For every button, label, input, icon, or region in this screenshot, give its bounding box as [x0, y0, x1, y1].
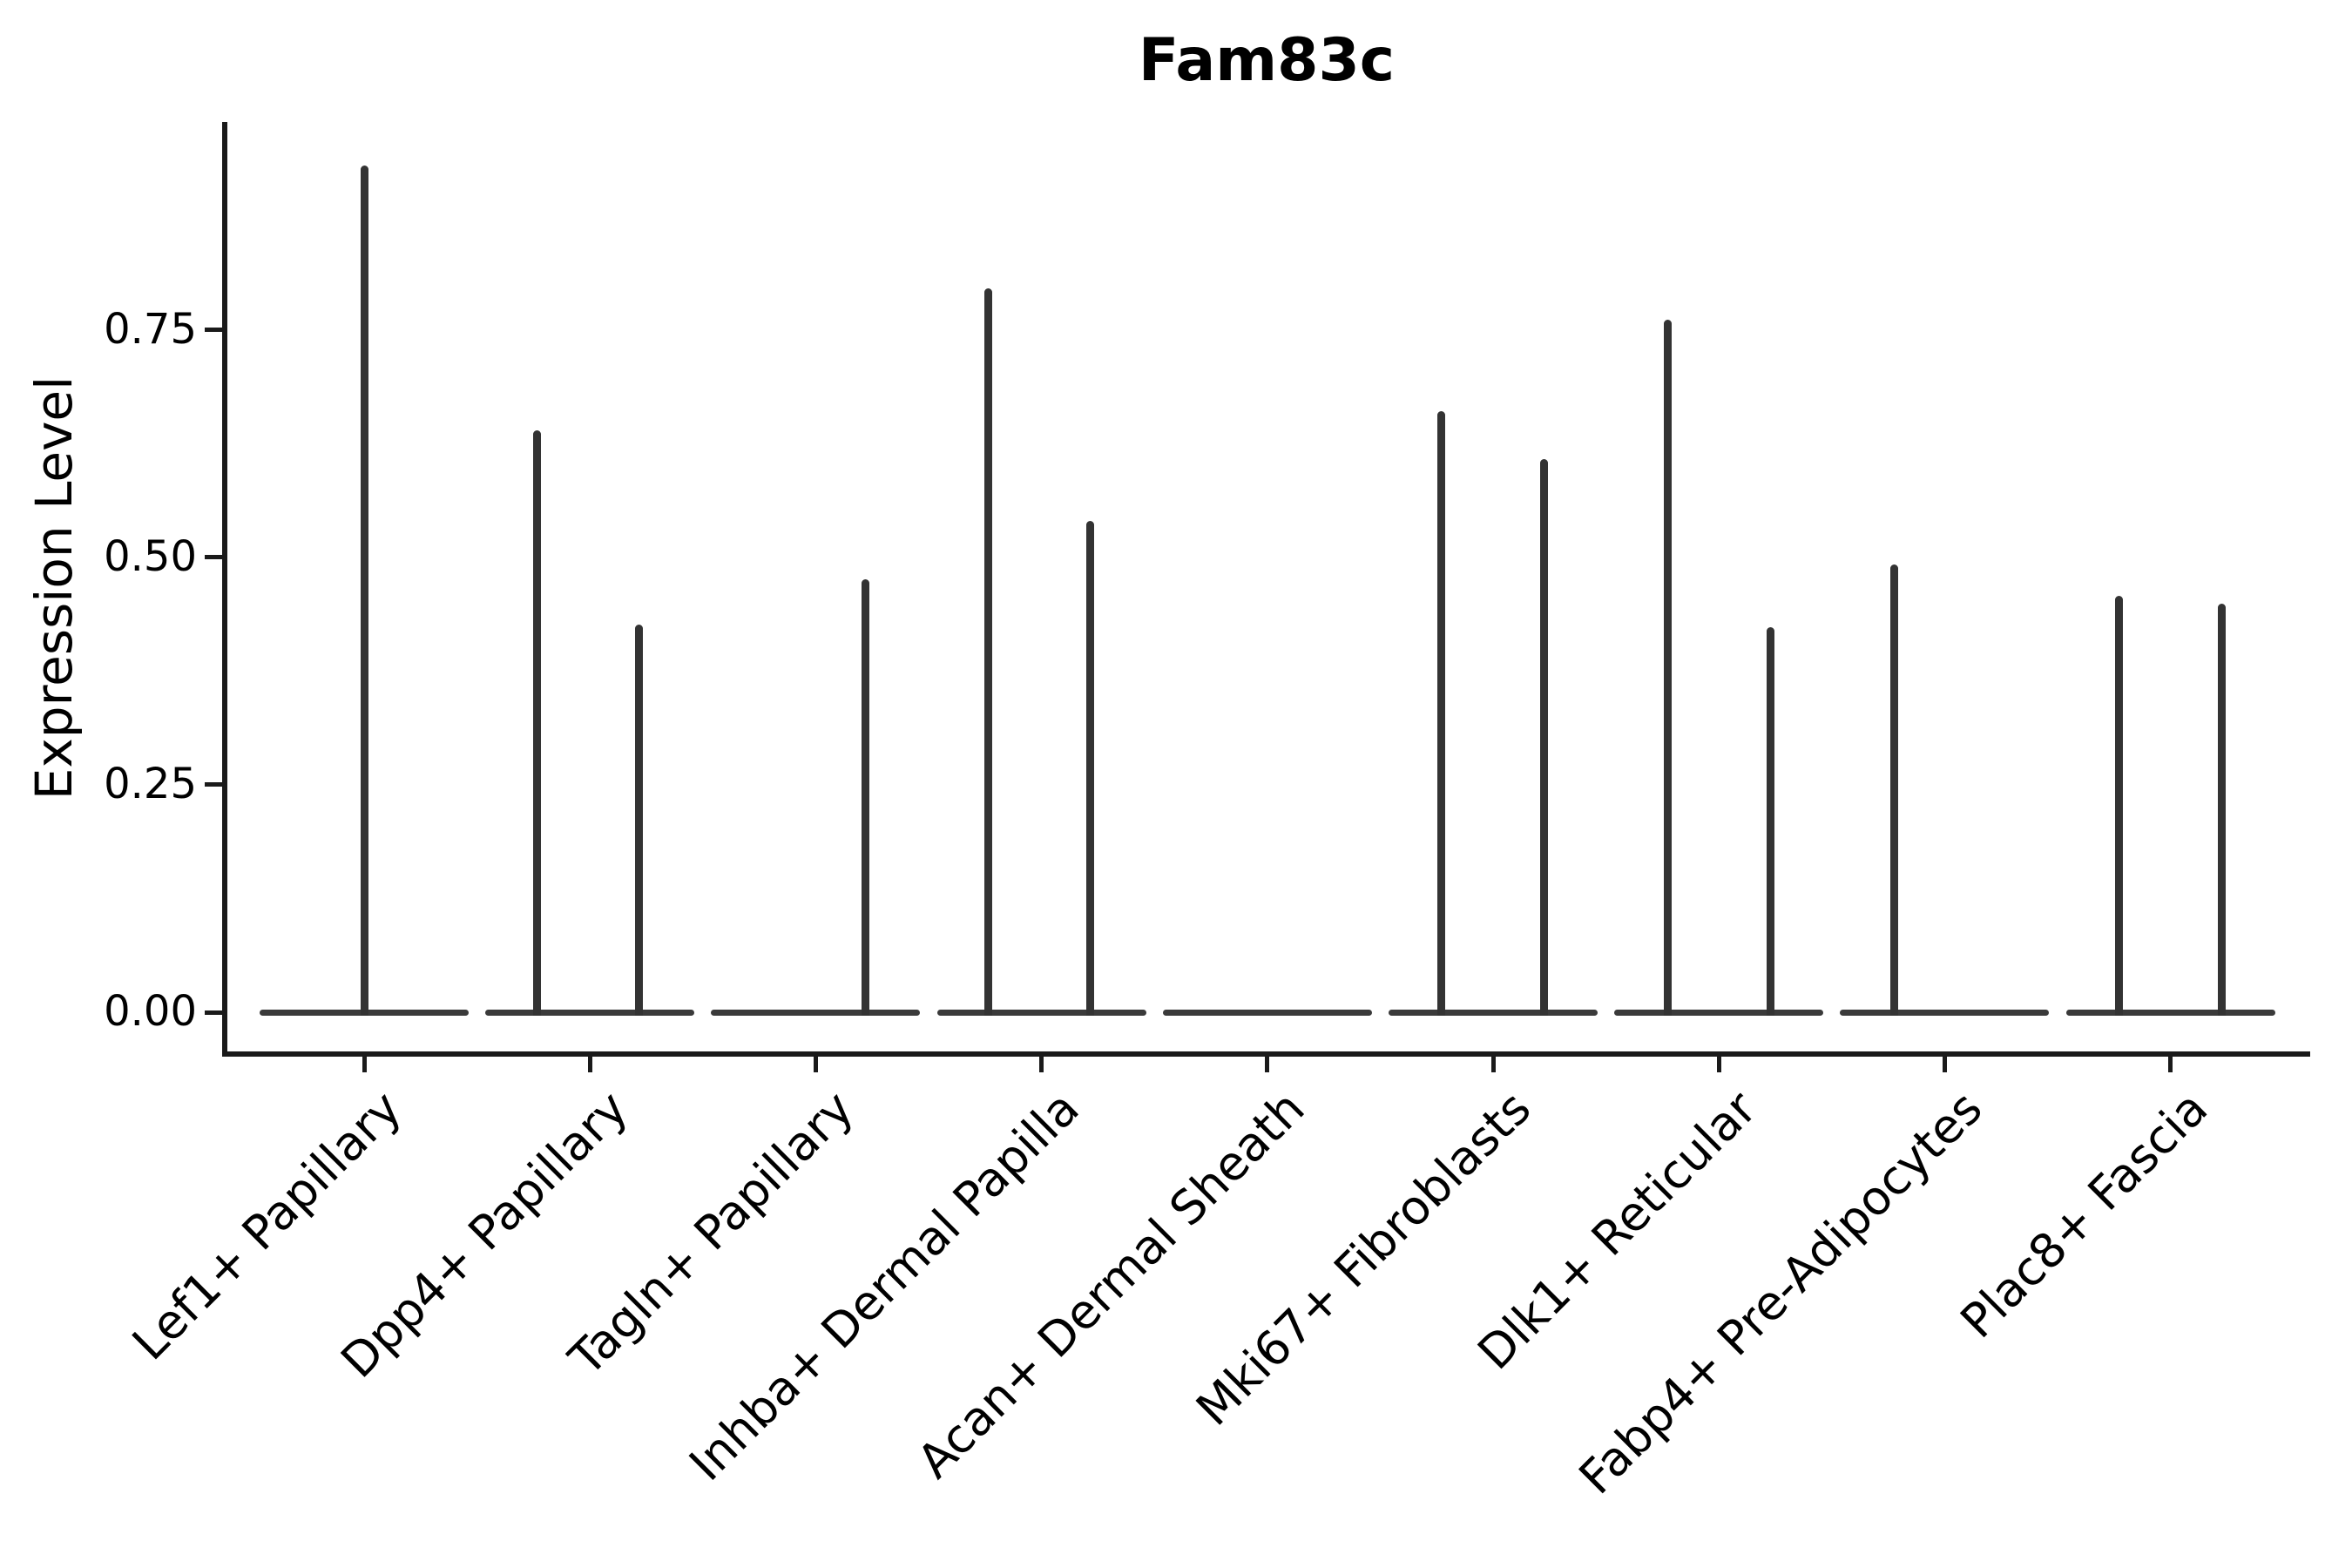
violin-spike [1086, 520, 1095, 1016]
violin-spike [1436, 410, 1445, 1016]
y-tick [205, 1010, 222, 1015]
x-tick [1716, 1057, 1721, 1072]
x-tick [1265, 1057, 1270, 1072]
y-axis-label: Expression Level [24, 375, 84, 801]
x-tick-label: Acan+ Dermal Sheath [907, 1080, 1315, 1489]
y-tick [205, 555, 222, 560]
y-tick-label: 0.00 [104, 987, 197, 1037]
violin-spike [634, 625, 643, 1016]
violin-spike [1539, 458, 1548, 1016]
x-tick-label: Inhba+ Dermal Papilla [679, 1080, 1090, 1491]
violin-baseline [485, 1009, 695, 1016]
x-axis-spine [222, 1051, 2310, 1057]
y-tick [205, 328, 222, 333]
y-tick-label: 0.25 [104, 759, 197, 808]
violin-spike [861, 578, 869, 1016]
x-tick [1039, 1057, 1044, 1072]
x-tick [587, 1057, 592, 1072]
chart-title: Fam83c [1138, 26, 1396, 95]
violin-spike [1889, 564, 1898, 1016]
violin-spike [2115, 595, 2124, 1016]
x-tick [2168, 1057, 2173, 1072]
violin-baseline [1614, 1009, 1824, 1016]
violin-spike [532, 429, 541, 1016]
y-tick-label: 0.75 [104, 304, 197, 354]
y-tick-label: 0.50 [104, 531, 197, 581]
x-tick [813, 1057, 818, 1072]
x-tick-label: Plac8+ Fascia [1950, 1080, 2219, 1349]
x-tick [362, 1057, 367, 1072]
violin-spike [1766, 627, 1774, 1016]
x-tick [1942, 1057, 1947, 1072]
violin-spike [2218, 604, 2227, 1016]
y-tick [205, 782, 222, 787]
violin-baseline [1162, 1009, 1372, 1016]
violin-baseline [2065, 1009, 2275, 1016]
violin-spike [984, 287, 993, 1016]
violin-baseline [711, 1009, 921, 1016]
x-tick-label: Fabp4+ Pre-Adipocytes [1568, 1080, 1993, 1505]
violin-spike [360, 165, 368, 1016]
y-axis-spine [222, 122, 227, 1057]
violin-baseline [1840, 1009, 2050, 1016]
violin-spike [1663, 320, 1672, 1016]
violin-baseline [936, 1009, 1146, 1016]
x-tick [1490, 1057, 1496, 1072]
violin-baseline [1389, 1009, 1598, 1016]
